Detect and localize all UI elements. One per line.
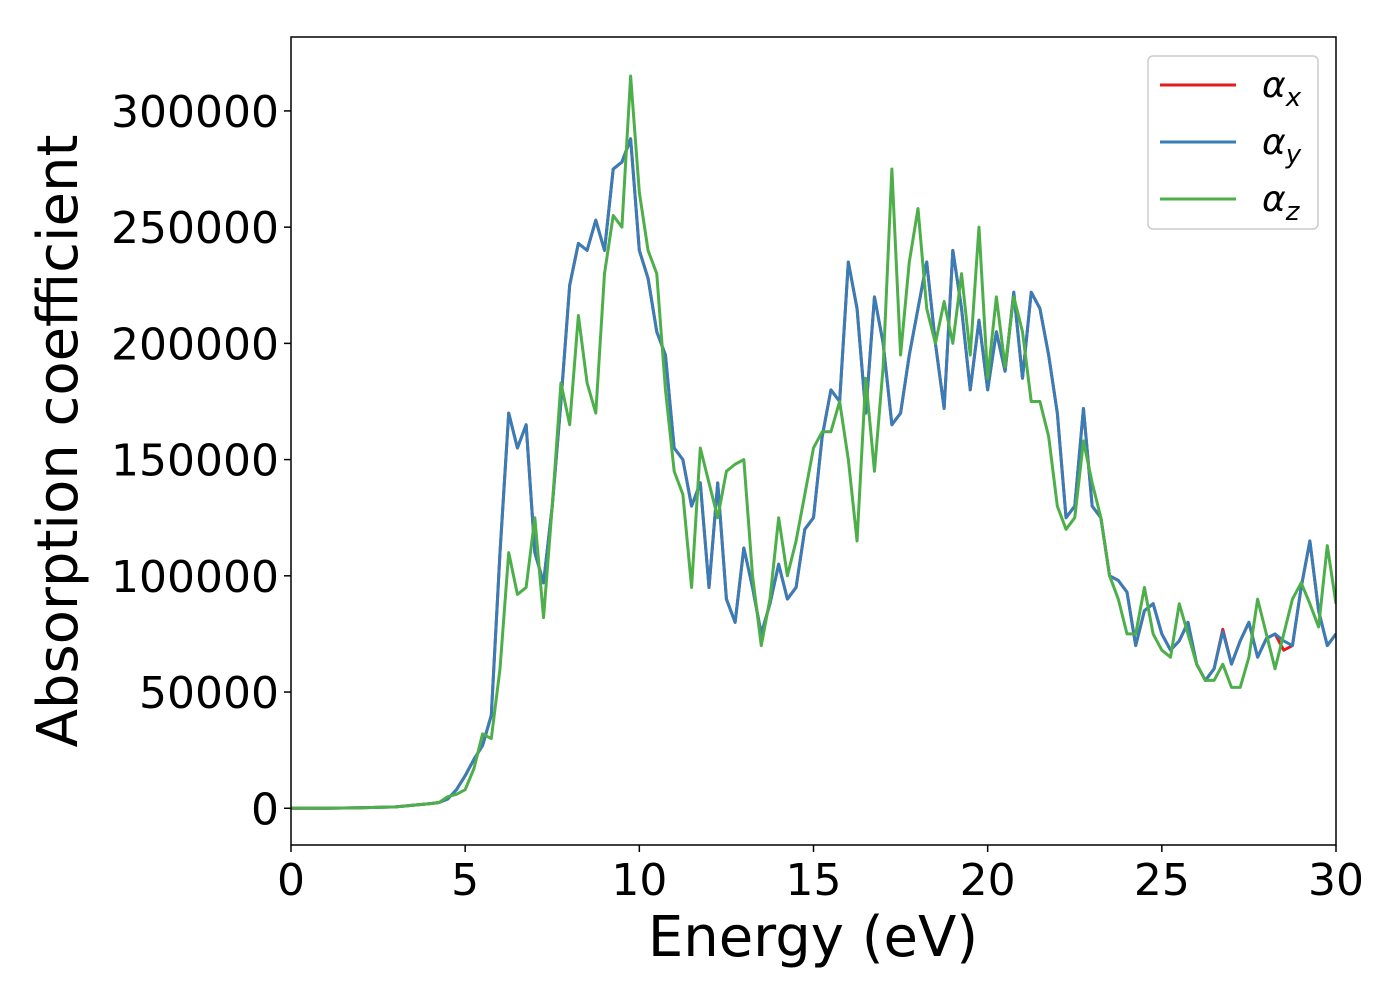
plot-frame xyxy=(290,36,1337,846)
x-tick-label: 15 xyxy=(786,855,842,906)
y-tick-label: 250000 xyxy=(111,203,279,254)
x-tick-label: 25 xyxy=(1134,855,1190,906)
y-axis-label: Absorption coefficient xyxy=(26,135,91,748)
y-tick-label: 100000 xyxy=(111,552,279,603)
x-tick-label: 5 xyxy=(451,855,479,906)
y-tick-label: 0 xyxy=(251,784,279,835)
series-line xyxy=(291,74,1336,810)
x-tick-label: 20 xyxy=(960,855,1016,906)
legend-label: αy xyxy=(1262,122,1302,170)
x-tick-label: 10 xyxy=(611,855,667,906)
x-tick-label: 30 xyxy=(1308,855,1364,906)
legend-label: αz xyxy=(1262,179,1301,227)
x-tick-label: 0 xyxy=(277,855,305,906)
legend-label: αx xyxy=(1262,65,1302,113)
x-axis-label: Energy (eV) xyxy=(648,905,978,970)
y-tick-label: 150000 xyxy=(111,436,279,487)
y-tick-label: 300000 xyxy=(111,87,279,138)
y-tick-label: 200000 xyxy=(111,319,279,370)
y-tick-label: 50000 xyxy=(139,668,279,719)
